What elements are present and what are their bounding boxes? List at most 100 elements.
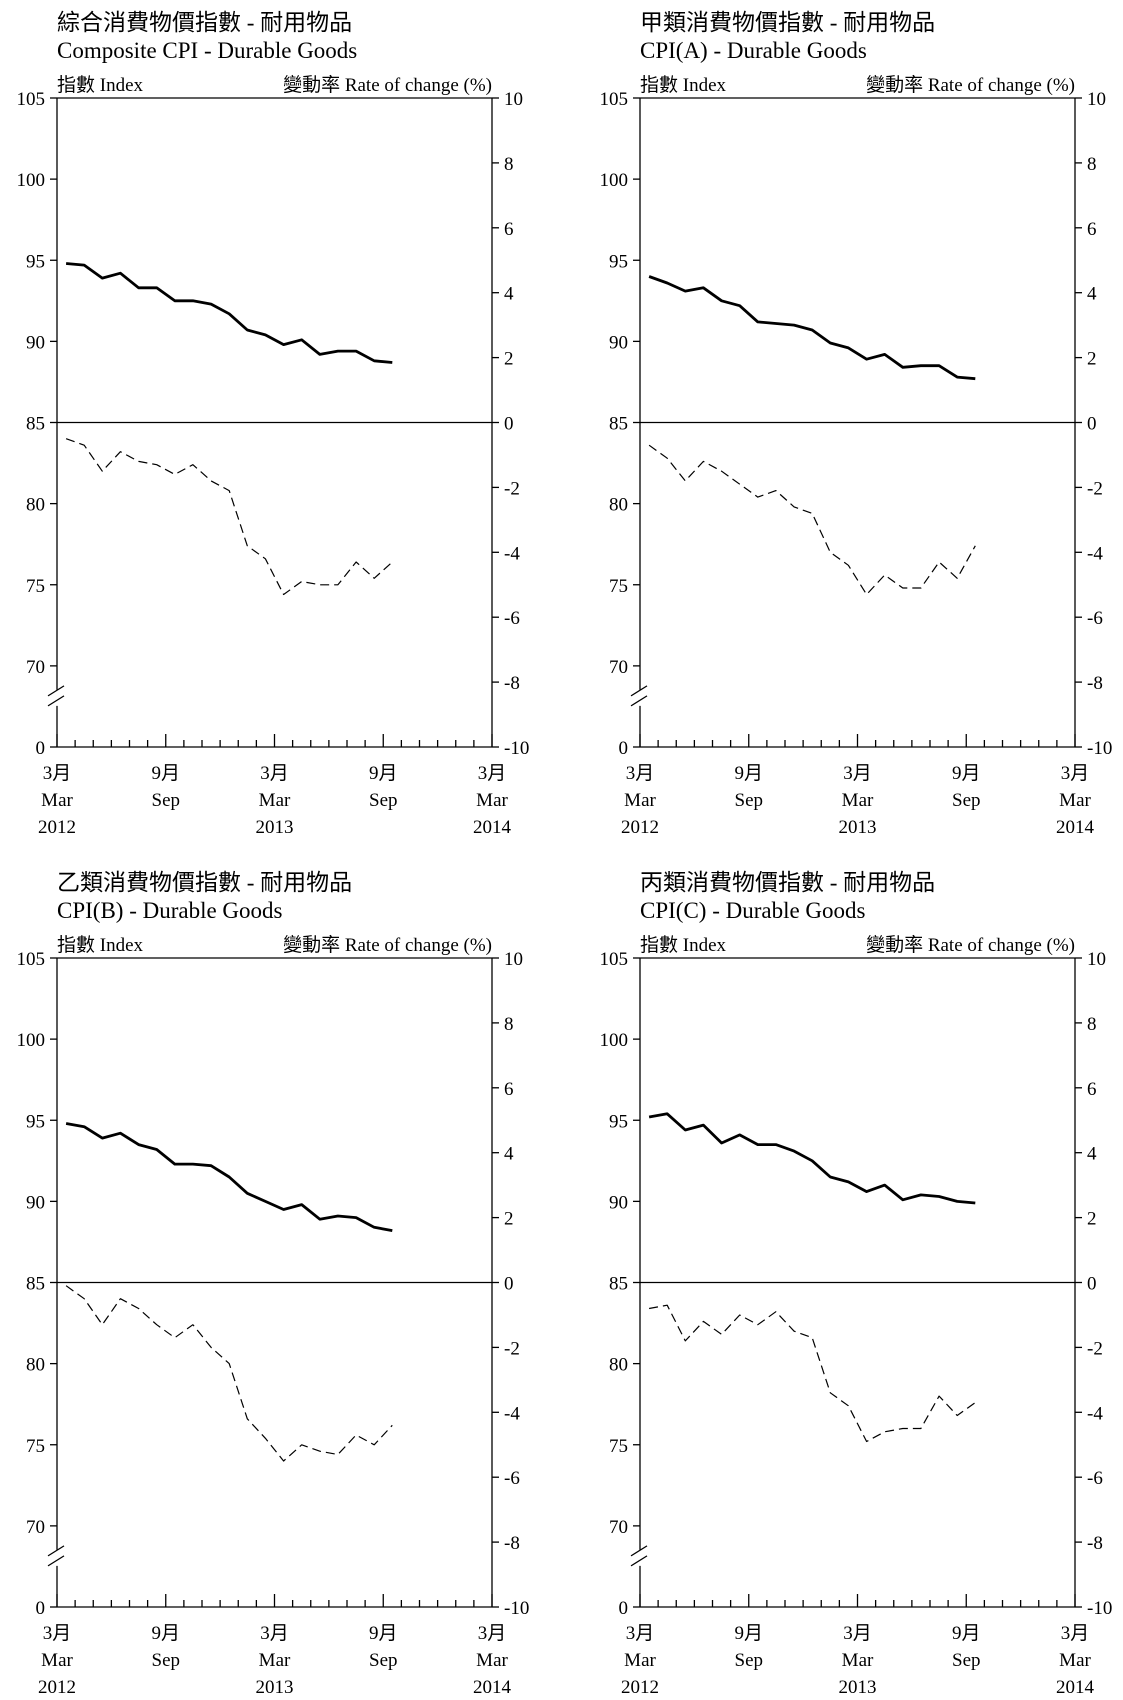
x-tick-label-zh: 3月	[626, 1623, 655, 1644]
left-tick-label: 0	[619, 738, 629, 759]
chart-title-zh: 乙類消費物價指數 - 耐用物品	[57, 870, 352, 895]
left-tick-label: 100	[17, 170, 46, 191]
x-tick-label-zh: 3月	[843, 763, 872, 784]
x-tick-label-year: 2014	[1056, 817, 1095, 838]
left-tick-label: 80	[26, 495, 45, 516]
right-tick-label: -2	[1087, 478, 1103, 499]
right-tick-label: 6	[504, 1079, 514, 1100]
right-tick-label: 8	[504, 1014, 514, 1035]
x-tick-label-zh: 3月	[260, 1623, 289, 1644]
right-tick-label: -6	[1087, 1468, 1103, 1489]
x-tick-label-en: Mar	[624, 790, 656, 811]
x-tick-label-zh: 9月	[952, 763, 981, 784]
index-line	[66, 1124, 392, 1231]
right-tick-label: 8	[1087, 1014, 1097, 1035]
x-tick-label-en: Mar	[624, 1650, 656, 1671]
right-tick-label: -8	[1087, 1533, 1103, 1554]
left-tick-label: 105	[600, 949, 629, 970]
x-tick-label-en: Mar	[259, 1650, 291, 1671]
right-tick-label: -2	[504, 478, 520, 499]
index-line	[66, 264, 392, 363]
right-tick-label: 10	[504, 89, 523, 110]
right-tick-label: 0	[1087, 414, 1097, 435]
right-tick-label: 0	[504, 1274, 514, 1295]
rate-of-change-line	[66, 1286, 392, 1461]
x-tick-label-year: 2013	[256, 1677, 294, 1698]
right-axis-label: 變動率 Rate of change (%)	[866, 74, 1075, 96]
right-tick-label: 0	[1087, 1274, 1097, 1295]
left-tick-label: 70	[609, 1517, 628, 1538]
x-tick-label-en: Mar	[842, 790, 874, 811]
right-tick-label: -6	[504, 608, 520, 629]
left-axis-label: 指數 Index	[57, 74, 144, 96]
left-tick-label: 100	[600, 170, 629, 191]
left-axis-label: 指數 Index	[640, 74, 727, 96]
right-tick-label: -4	[504, 1403, 520, 1424]
right-tick-label: -2	[1087, 1338, 1103, 1359]
left-tick-label: 85	[609, 414, 628, 435]
right-tick-label: 6	[1087, 219, 1097, 240]
x-tick-label-zh: 3月	[1061, 763, 1090, 784]
x-tick-label-en: Sep	[735, 1650, 764, 1671]
left-tick-label: 95	[26, 1111, 45, 1132]
x-tick-label-year: 2014	[473, 817, 512, 838]
x-tick-label-en: Sep	[952, 790, 981, 811]
index-line	[649, 1114, 975, 1203]
right-tick-label: 2	[1087, 1209, 1097, 1230]
left-tick-label: 80	[609, 495, 628, 516]
right-tick-label: -8	[504, 673, 520, 694]
left-tick-label: 100	[600, 1030, 629, 1051]
rate-of-change-line	[649, 445, 975, 594]
right-tick-label: 2	[1087, 349, 1097, 370]
x-tick-label-zh: 9月	[952, 1623, 981, 1644]
right-tick-label: -4	[1087, 543, 1103, 564]
x-tick-label-zh: 9月	[151, 1623, 180, 1644]
x-tick-label-year: 2012	[38, 1677, 76, 1698]
left-tick-label: 105	[600, 89, 629, 110]
left-tick-label: 95	[609, 1111, 628, 1132]
left-tick-label: 75	[26, 576, 45, 597]
left-tick-label: 70	[26, 1517, 45, 1538]
right-tick-label: 4	[504, 1144, 514, 1165]
x-tick-label-en: Mar	[41, 790, 73, 811]
x-tick-label-en: Sep	[152, 1650, 181, 1671]
left-tick-label: 90	[26, 1192, 45, 1213]
x-tick-label-year: 2014	[473, 1677, 512, 1698]
chart-title-en: CPI(A) - Durable Goods	[640, 38, 867, 63]
right-tick-label: 10	[1087, 89, 1106, 110]
left-tick-label: 85	[609, 1274, 628, 1295]
left-tick-label: 85	[26, 1274, 45, 1295]
x-tick-label-en: Mar	[1059, 1650, 1091, 1671]
x-tick-label-year: 2012	[38, 817, 76, 838]
x-tick-label-zh: 3月	[478, 1623, 507, 1644]
x-tick-label-en: Mar	[41, 1650, 73, 1671]
left-tick-label: 95	[26, 251, 45, 272]
x-tick-label-en: Mar	[476, 790, 508, 811]
right-tick-label: 4	[1087, 1144, 1097, 1165]
right-tick-label: -4	[504, 543, 520, 564]
left-tick-label: 80	[609, 1355, 628, 1376]
right-tick-label: -10	[504, 738, 529, 759]
left-tick-label: 0	[619, 1598, 629, 1619]
x-tick-label-zh: 3月	[478, 763, 507, 784]
left-tick-label: 95	[609, 251, 628, 272]
left-tick-label: 0	[36, 738, 46, 759]
rate-of-change-line	[66, 439, 392, 595]
right-tick-label: -4	[1087, 1403, 1103, 1424]
x-tick-label-en: Mar	[259, 790, 291, 811]
right-tick-label: -6	[1087, 608, 1103, 629]
left-tick-label: 75	[609, 1436, 628, 1457]
left-axis-label: 指數 Index	[640, 934, 727, 956]
right-tick-label: 6	[504, 219, 514, 240]
right-tick-label: 6	[1087, 1079, 1097, 1100]
right-tick-label: 10	[504, 949, 523, 970]
left-tick-label: 80	[26, 1355, 45, 1376]
right-tick-label: 4	[1087, 284, 1097, 305]
x-tick-label-en: Mar	[1059, 790, 1091, 811]
right-tick-label: -8	[1087, 673, 1103, 694]
x-tick-label-zh: 3月	[43, 1623, 72, 1644]
